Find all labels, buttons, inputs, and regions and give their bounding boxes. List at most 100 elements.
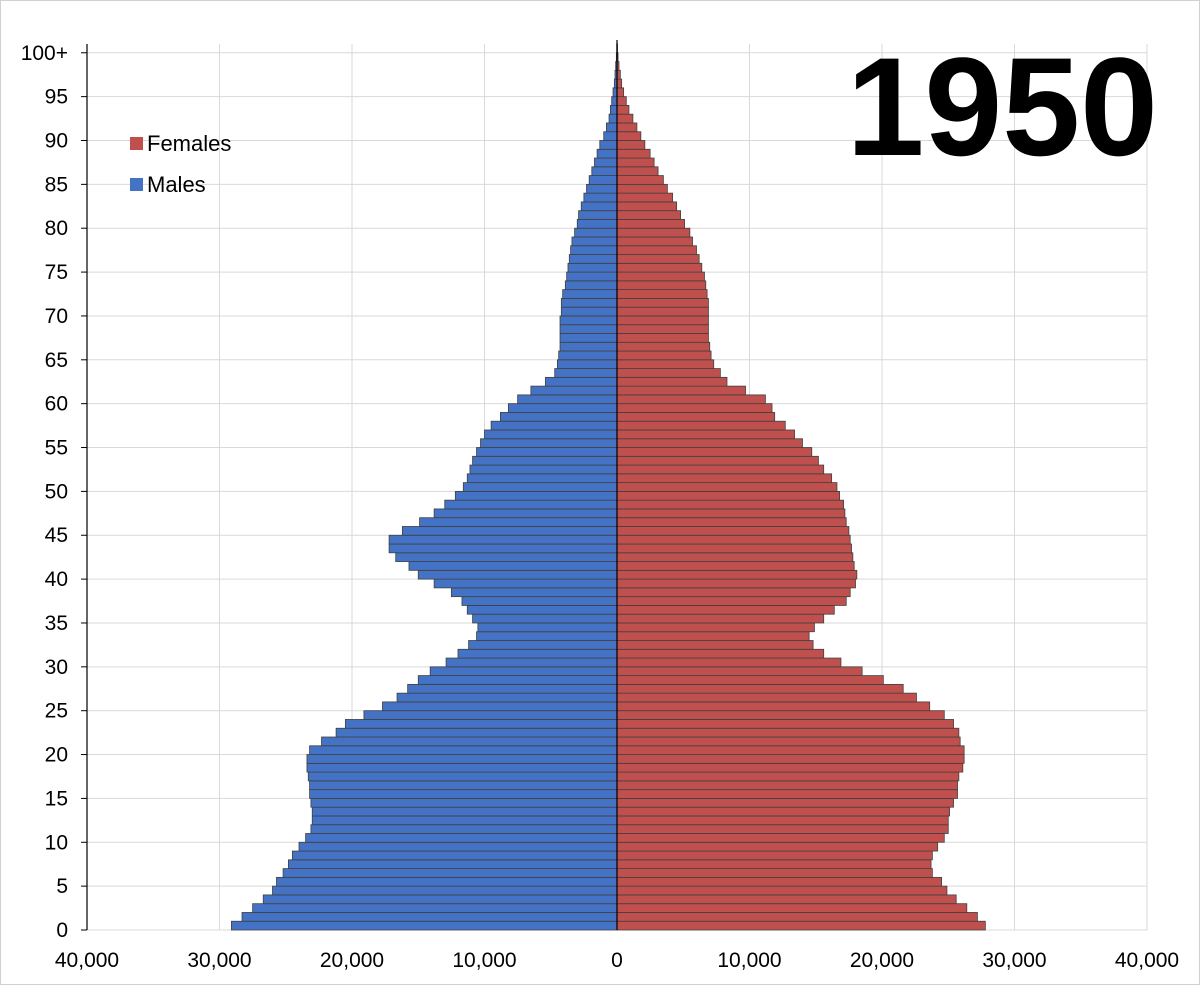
ytick-label-70: 70 xyxy=(45,305,68,328)
bar-females-age-72 xyxy=(616,289,708,299)
bar-females-age-87 xyxy=(616,157,655,168)
bar-females-age-50 xyxy=(616,482,838,492)
bar-males-age-60 xyxy=(517,394,618,405)
bar-females-age-54 xyxy=(616,447,813,457)
bar-females-age-84 xyxy=(616,183,668,194)
bar-males-age-79 xyxy=(574,227,618,238)
males-series xyxy=(231,43,618,931)
ytick-label-35: 35 xyxy=(45,612,68,635)
bar-males-age-50 xyxy=(462,482,618,492)
bar-males-age-56 xyxy=(484,429,618,440)
bar-females-age-42 xyxy=(616,552,854,562)
bar-males-age-41 xyxy=(408,561,618,571)
xtick-label-4: 0 xyxy=(611,949,623,972)
bar-males-age-5 xyxy=(276,876,618,887)
bar-males-age-19 xyxy=(306,754,618,764)
bar-females-age-21 xyxy=(616,736,961,747)
bar-males-age-88 xyxy=(596,148,618,159)
bar-males-age-20 xyxy=(309,745,618,755)
bar-males-age-2 xyxy=(252,903,618,913)
ytick-label-80: 80 xyxy=(45,217,68,240)
bar-males-age-65 xyxy=(558,350,618,361)
bar-males-age-33 xyxy=(476,631,618,641)
xtick-label-0: 40,000 xyxy=(55,949,119,972)
ytick-label-40: 40 xyxy=(45,568,68,591)
bar-females-age-64 xyxy=(616,359,715,369)
bar-females-age-73 xyxy=(616,280,707,291)
bar-females-age-74 xyxy=(616,271,705,282)
bar-males-age-62 xyxy=(545,376,618,387)
bar-females-age-96 xyxy=(616,78,623,89)
bar-males-age-84 xyxy=(586,183,618,194)
bar-females-age-45 xyxy=(616,526,850,536)
ytick-label-75: 75 xyxy=(45,261,68,284)
bar-males-age-78 xyxy=(571,236,618,247)
bar-males-age-91 xyxy=(606,122,618,133)
bar-females-age-10 xyxy=(616,833,945,843)
bar-males-age-48 xyxy=(444,499,618,510)
bar-males-age-4 xyxy=(272,885,618,896)
bar-females-age-76 xyxy=(616,254,700,264)
bar-females-age-18 xyxy=(616,762,964,773)
bar-males-age-27 xyxy=(407,683,618,694)
bar-males-age-59 xyxy=(507,403,618,413)
bar-males-age-13 xyxy=(311,806,618,817)
bar-females-age-16 xyxy=(616,780,958,791)
bar-females-age-36 xyxy=(616,605,835,615)
bar-females-age-95 xyxy=(616,87,625,98)
bar-males-age-69 xyxy=(559,315,618,326)
bar-males-age-94 xyxy=(611,96,618,106)
bar-females-age-71 xyxy=(616,297,709,308)
bar-females-age-0 xyxy=(616,920,986,931)
bar-females-age-19 xyxy=(616,754,965,764)
bar-males-age-77 xyxy=(570,245,618,255)
bar-females-age-37 xyxy=(616,596,847,606)
bar-males-age-10 xyxy=(305,833,618,843)
ytick-label-20: 20 xyxy=(45,744,68,767)
bar-females-age-8 xyxy=(616,850,933,861)
bar-males-age-72 xyxy=(562,289,618,299)
bar-females-age-5 xyxy=(616,876,943,887)
bar-males-age-25 xyxy=(382,701,618,712)
bar-males-age-82 xyxy=(580,201,618,212)
bar-males-age-32 xyxy=(468,640,618,650)
bar-males-age-23 xyxy=(344,719,618,729)
ytick-label-55: 55 xyxy=(45,437,68,460)
bar-females-age-30 xyxy=(616,657,842,668)
ytick-label-65: 65 xyxy=(45,349,68,372)
ytick-label-100+: 100+ xyxy=(21,42,68,65)
bar-males-age-61 xyxy=(530,385,618,396)
bar-males-age-58 xyxy=(499,412,618,422)
ytick-label-45: 45 xyxy=(45,524,68,547)
bar-females-age-23 xyxy=(616,719,954,729)
bar-females-age-83 xyxy=(616,192,674,203)
bar-females-age-75 xyxy=(616,262,703,273)
bar-males-age-37 xyxy=(461,596,618,606)
xtick-label-6: 20,000 xyxy=(850,949,914,972)
bar-males-age-7 xyxy=(287,859,618,869)
xtick-label-2: 20,000 xyxy=(320,949,384,972)
bar-females-age-81 xyxy=(616,210,681,220)
bar-females-age-33 xyxy=(616,631,810,641)
bar-females-age-38 xyxy=(616,587,851,598)
bar-males-age-54 xyxy=(476,447,618,457)
bar-females-age-34 xyxy=(616,622,815,633)
legend-swatch-females xyxy=(130,137,143,150)
bar-males-age-26 xyxy=(396,692,618,703)
bar-males-age-80 xyxy=(576,219,618,229)
bar-females-age-55 xyxy=(616,438,803,448)
ytick-label-60: 60 xyxy=(45,393,68,416)
ytick-label-85: 85 xyxy=(45,173,68,196)
bar-males-age-68 xyxy=(559,324,618,334)
bar-females-age-44 xyxy=(616,534,851,545)
bar-males-age-52 xyxy=(469,464,618,475)
xtick-label-8: 40,000 xyxy=(1115,949,1179,972)
bar-females-age-47 xyxy=(616,508,846,519)
ytick-label-90: 90 xyxy=(45,129,68,152)
bar-males-age-74 xyxy=(566,271,618,282)
bar-males-age-34 xyxy=(477,622,618,633)
bar-males-age-53 xyxy=(472,455,618,466)
bar-females-age-77 xyxy=(616,245,697,255)
bar-females-age-3 xyxy=(616,894,957,905)
bar-females-age-82 xyxy=(616,201,678,212)
